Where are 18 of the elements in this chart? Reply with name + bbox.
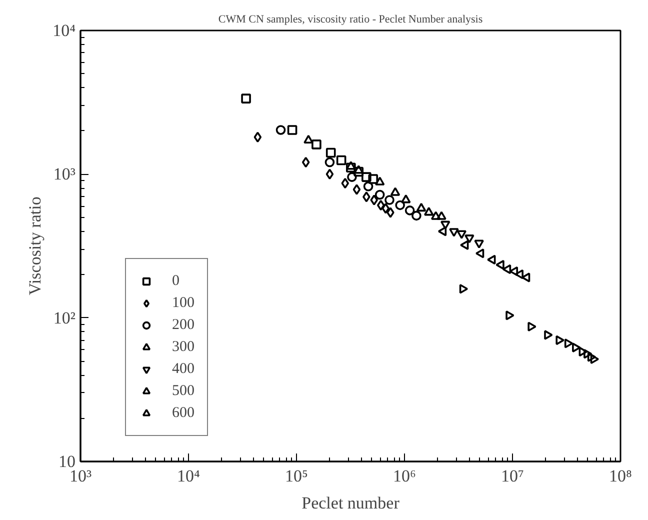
- x-tick-label: 10⁸: [609, 466, 632, 486]
- legend-label: 600: [172, 404, 194, 422]
- y-tick-label: 10³: [53, 164, 76, 184]
- x-tick-label: 10⁵: [285, 466, 308, 486]
- x-tick-label: 10⁴: [177, 466, 200, 486]
- y-axis-title: Viscosity ratio: [26, 196, 45, 296]
- y-tick-label: 10⁴: [52, 21, 76, 40]
- legend-label: 200: [172, 316, 194, 334]
- legend-label: 300: [172, 338, 194, 356]
- x-tick-label: 10⁶: [393, 466, 416, 486]
- y-tick-label: 10²: [53, 308, 76, 328]
- x-tick-label: 10⁷: [501, 466, 524, 486]
- legend-label: 0: [172, 272, 180, 290]
- legend-label: 100: [172, 294, 194, 312]
- legend-label: 400: [172, 360, 194, 378]
- x-axis-title: Peclet number: [302, 494, 400, 512]
- legend-label: 500: [172, 382, 194, 400]
- chart-title: CWM CN samples, viscosity ratio - Peclet Number analysis: [218, 14, 483, 26]
